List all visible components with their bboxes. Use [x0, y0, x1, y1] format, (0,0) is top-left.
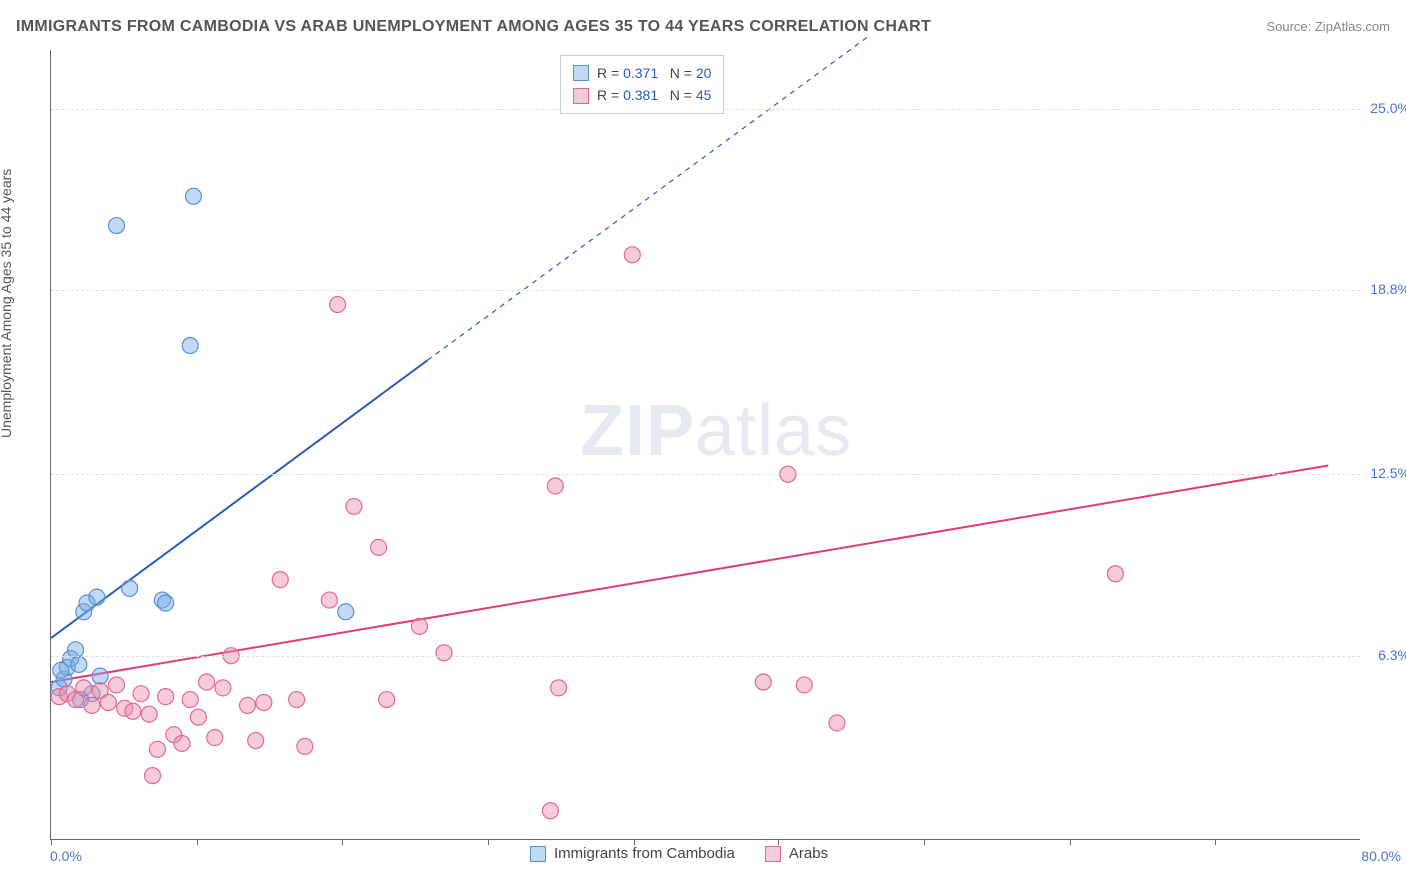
data-point-cambodia	[109, 218, 125, 234]
x-tick	[924, 839, 925, 845]
legend-series-item-arabs: Arabs	[765, 845, 828, 862]
data-point-arabs	[149, 741, 165, 757]
data-point-arabs	[551, 680, 567, 696]
data-point-arabs	[755, 674, 771, 690]
data-point-arabs	[100, 694, 116, 710]
data-point-arabs	[796, 677, 812, 693]
source-label: Source: ZipAtlas.com	[1266, 19, 1390, 34]
y-tick-label: 18.8%	[1360, 281, 1406, 297]
data-point-arabs	[125, 703, 141, 719]
data-point-arabs	[133, 686, 149, 702]
y-tick-label: 12.5%	[1360, 465, 1406, 481]
legend-swatch-cambodia	[573, 65, 589, 81]
data-point-arabs	[248, 733, 264, 749]
x-tick	[51, 839, 52, 845]
data-point-arabs	[547, 478, 563, 494]
x-tick	[197, 839, 198, 845]
data-point-arabs	[207, 730, 223, 746]
data-point-arabs	[190, 709, 206, 725]
chart-container: IMMIGRANTS FROM CAMBODIA VS ARAB UNEMPLO…	[0, 0, 1406, 892]
data-point-arabs	[182, 692, 198, 708]
data-point-arabs	[141, 706, 157, 722]
plot-area: 6.3%12.5%18.8%25.0%	[50, 50, 1360, 840]
data-point-cambodia	[338, 604, 354, 620]
data-point-cambodia	[122, 580, 138, 596]
data-point-arabs	[542, 803, 558, 819]
data-point-cambodia	[182, 338, 198, 354]
data-point-arabs	[215, 680, 231, 696]
legend-series: Immigrants from Cambodia Arabs	[530, 845, 828, 862]
legend-series-label: Arabs	[789, 845, 828, 862]
data-point-arabs	[1107, 566, 1123, 582]
grid-line	[51, 474, 1360, 475]
legend-correlation-box: R = 0.371 N = 20R = 0.381 N = 45	[560, 55, 724, 114]
legend-series-label: Immigrants from Cambodia	[554, 845, 735, 862]
grid-line	[51, 290, 1360, 291]
data-point-arabs	[297, 738, 313, 754]
x-tick	[488, 839, 489, 845]
regression-line-arabs	[51, 465, 1328, 682]
data-point-arabs	[240, 697, 256, 713]
plot-svg	[51, 50, 1360, 839]
data-point-cambodia	[158, 595, 174, 611]
legend-swatch-arabs	[765, 846, 781, 862]
legend-swatch-arabs	[573, 88, 589, 104]
x-max-label: 80.0%	[1361, 848, 1401, 864]
data-point-arabs	[436, 645, 452, 661]
data-point-arabs	[272, 572, 288, 588]
data-point-cambodia	[185, 188, 201, 204]
legend-correlation-row-arabs: R = 0.381 N = 45	[573, 84, 711, 106]
title-bar: IMMIGRANTS FROM CAMBODIA VS ARAB UNEMPLO…	[16, 18, 1390, 36]
chart-title: IMMIGRANTS FROM CAMBODIA VS ARAB UNEMPLO…	[16, 18, 931, 36]
data-point-cambodia	[89, 589, 105, 605]
y-axis-label: Unemployment Among Ages 35 to 44 years	[0, 169, 14, 438]
data-point-arabs	[158, 689, 174, 705]
data-point-arabs	[411, 618, 427, 634]
data-point-cambodia	[71, 656, 87, 672]
y-tick-label: 25.0%	[1360, 100, 1406, 116]
data-point-arabs	[199, 674, 215, 690]
data-point-arabs	[76, 680, 92, 696]
data-point-arabs	[321, 592, 337, 608]
data-point-arabs	[84, 697, 100, 713]
regression-line-cambodia	[51, 360, 428, 638]
x-min-label: 0.0%	[50, 848, 82, 864]
data-point-arabs	[109, 677, 125, 693]
grid-line	[51, 656, 1360, 657]
data-point-arabs	[174, 735, 190, 751]
data-point-arabs	[829, 715, 845, 731]
data-point-arabs	[256, 694, 272, 710]
x-tick	[1215, 839, 1216, 845]
legend-r-label: R = 0.371 N = 20	[597, 62, 711, 84]
data-point-arabs	[371, 539, 387, 555]
legend-swatch-cambodia	[530, 846, 546, 862]
legend-series-item-cambodia: Immigrants from Cambodia	[530, 845, 735, 862]
data-point-arabs	[289, 692, 305, 708]
legend-r-label: R = 0.381 N = 45	[597, 84, 711, 106]
legend-correlation-row-cambodia: R = 0.371 N = 20	[573, 62, 711, 84]
x-tick	[1070, 839, 1071, 845]
y-tick-label: 6.3%	[1360, 647, 1406, 663]
data-point-arabs	[379, 692, 395, 708]
data-point-arabs	[145, 768, 161, 784]
data-point-arabs	[624, 247, 640, 263]
x-tick	[342, 839, 343, 845]
data-point-cambodia	[92, 668, 108, 684]
data-point-arabs	[330, 297, 346, 313]
data-point-arabs	[346, 498, 362, 514]
data-point-cambodia	[53, 662, 69, 678]
